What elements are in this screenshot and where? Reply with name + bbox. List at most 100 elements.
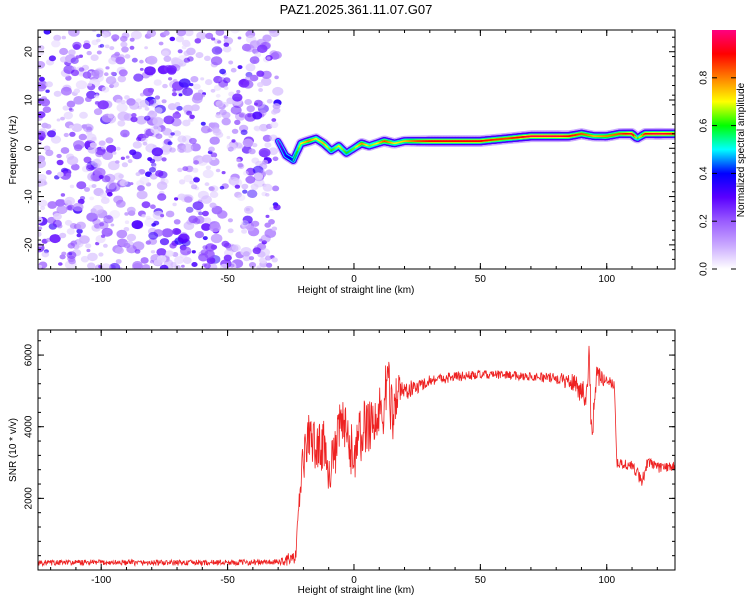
noise-speckle (90, 54, 99, 61)
noise-speckle (248, 256, 255, 261)
spectrogram-ylabel: Frequency (Hz) (8, 116, 19, 185)
noise-speckle (219, 185, 225, 190)
noise-speckle (215, 168, 221, 173)
colorbar-fill (712, 30, 736, 269)
noise-speckle (209, 191, 219, 199)
noise-speckle (132, 241, 145, 251)
noise-speckle (64, 219, 73, 226)
noise-speckle (260, 234, 271, 243)
noise-speckle (38, 61, 46, 69)
noise-speckle (139, 67, 144, 71)
noise-speckle (230, 30, 240, 34)
noise-speckle (265, 169, 273, 176)
noise-speckle (110, 71, 116, 76)
noise-speckle (252, 247, 262, 255)
noise-speckle (241, 43, 252, 52)
noise-speckle (253, 125, 260, 131)
noise-speckle (129, 37, 135, 42)
noise-speckle (129, 101, 140, 110)
noise-speckle (115, 259, 122, 264)
noise-speckle (241, 183, 249, 190)
noise-speckle (243, 170, 249, 176)
noise-speckle (142, 88, 154, 97)
noise-speckle (159, 264, 169, 269)
noise-speckle (148, 110, 155, 115)
noise-speckle (68, 49, 76, 56)
noise-speckle (40, 206, 46, 211)
noise-speckle (268, 147, 279, 155)
noise-speckle (109, 262, 121, 269)
noise-speckle (191, 104, 200, 112)
noise-speckle (86, 133, 97, 142)
noise-speckle (203, 217, 212, 224)
noise-speckle (129, 182, 134, 186)
noise-speckle (249, 40, 261, 49)
noise-speckle (155, 133, 163, 139)
noise-speckle (100, 192, 107, 198)
noise-speckle (62, 105, 70, 111)
noise-speckle (135, 172, 141, 177)
noise-speckle (151, 147, 164, 157)
noise-speckle (177, 135, 187, 143)
noise-speckle (57, 171, 64, 177)
noise-speckle (56, 223, 63, 229)
noise-speckle (157, 193, 167, 201)
noise-speckle (81, 64, 90, 71)
noise-speckle (260, 77, 272, 86)
noise-speckle (115, 160, 120, 164)
noise-speckle (232, 93, 243, 102)
noise-speckle (192, 92, 204, 101)
snr-frame (37, 329, 676, 571)
noise-speckle (78, 133, 87, 141)
noise-speckle (163, 55, 172, 63)
noise-speckle (124, 220, 130, 224)
noise-speckle (174, 102, 181, 107)
noise-speckle (163, 115, 175, 125)
noise-speckle (146, 55, 158, 65)
colorbar-tick-label: 0.6 (699, 118, 710, 132)
noise-speckle (198, 211, 203, 216)
noise-speckle (231, 128, 239, 134)
noise-speckle (78, 67, 85, 72)
noise-speckle (53, 213, 62, 220)
noise-speckle (118, 69, 128, 77)
noise-speckle (125, 155, 130, 159)
noise-speckle (226, 142, 237, 152)
noise-speckle (71, 163, 80, 171)
noise-speckle (165, 210, 175, 218)
noise-speckle (234, 191, 242, 198)
noise-speckle (247, 189, 258, 198)
noise-speckle (51, 40, 61, 48)
noise-speckle (117, 120, 126, 127)
noise-speckle (205, 165, 212, 170)
noise-speckle (114, 246, 124, 255)
noise-speckle (38, 174, 47, 182)
noise-speckle (124, 212, 129, 216)
noise-speckle (131, 220, 143, 230)
noise-speckle (154, 107, 163, 114)
noise-speckle (130, 116, 138, 123)
noise-speckle (184, 30, 194, 37)
noise-speckle (159, 238, 170, 246)
noise-speckle (177, 49, 183, 54)
noise-speckle (144, 115, 151, 121)
noise-speckle (38, 76, 45, 82)
noise-speckle (56, 205, 68, 215)
noise-speckle (186, 110, 193, 116)
noise-speckle (116, 201, 121, 205)
snr-series-line (38, 345, 675, 568)
noise-speckle (116, 103, 128, 113)
noise-speckle (170, 261, 177, 268)
noise-speckle (156, 248, 167, 257)
noise-speckle (261, 240, 267, 245)
noise-speckle (178, 179, 186, 185)
noise-speckle (251, 157, 260, 164)
noise-speckle (85, 164, 95, 172)
noise-speckle (258, 88, 263, 92)
noise-speckle (106, 214, 112, 220)
noise-speckle (227, 218, 233, 223)
noise-speckle (166, 65, 177, 74)
noise-speckle (161, 157, 167, 162)
noise-speckle (210, 233, 223, 244)
